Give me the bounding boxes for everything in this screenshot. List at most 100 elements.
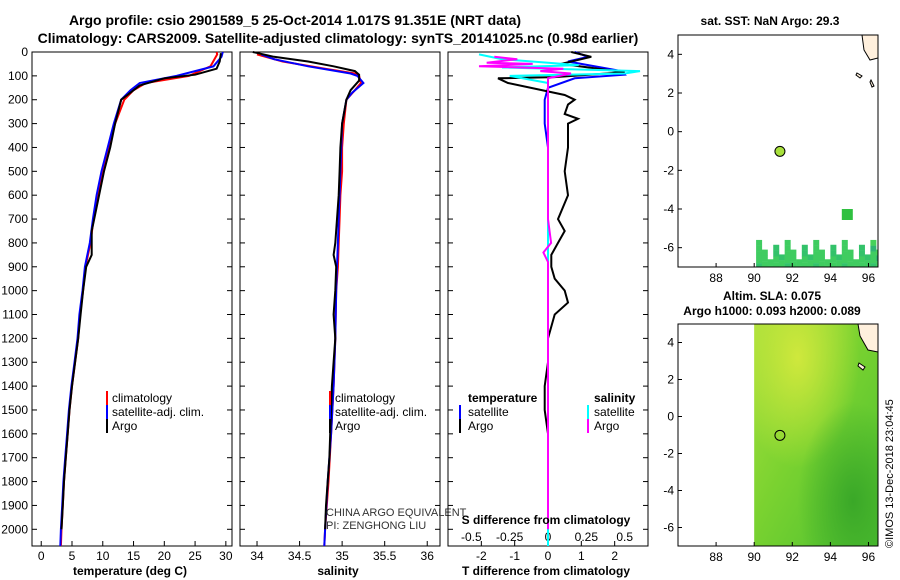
sst-cell bbox=[853, 259, 860, 266]
sst-cell bbox=[818, 249, 825, 256]
sst-cell bbox=[870, 245, 877, 252]
lat-tick-label: -6 bbox=[663, 521, 674, 535]
sst-cell bbox=[870, 239, 877, 246]
lat-tick-label: 2 bbox=[667, 373, 674, 387]
sst-cell bbox=[841, 251, 848, 258]
lon-tick-label: 92 bbox=[786, 271, 800, 285]
salinity-series bbox=[252, 51, 365, 547]
x-tick-label: 10 bbox=[96, 549, 110, 563]
legend-label-argo: Argo bbox=[112, 419, 138, 433]
sst-cell bbox=[801, 256, 808, 263]
lon-tick-label: 88 bbox=[709, 271, 723, 285]
legend-label-t-satellite: satellite bbox=[468, 405, 509, 419]
depth-tick-label: 2000 bbox=[1, 522, 28, 536]
land-island bbox=[857, 362, 866, 371]
sst-cell bbox=[801, 244, 808, 251]
series-salinity-argo bbox=[478, 55, 572, 530]
depth-tick-label: 1600 bbox=[1, 427, 28, 441]
sst-cell bbox=[762, 267, 768, 273]
x-tick-label: 20 bbox=[158, 549, 172, 563]
sla-low-anomaly bbox=[754, 324, 878, 546]
sst-cell bbox=[870, 251, 877, 258]
x-tick-label: -2 bbox=[476, 549, 487, 563]
x-tick-label: 2 bbox=[611, 549, 618, 563]
x-tick-label: 1 bbox=[578, 549, 585, 563]
lon-tick-label: 90 bbox=[748, 550, 762, 564]
sst-cell bbox=[756, 263, 763, 267]
depth-tick-label: 900 bbox=[8, 260, 28, 274]
legend-heading-salinity: salinity bbox=[594, 391, 636, 405]
sst-cell bbox=[813, 251, 820, 258]
legend-label-argo: Argo bbox=[335, 419, 361, 433]
s-difference-label: S difference from climatology bbox=[462, 513, 631, 527]
sst-cell bbox=[818, 261, 825, 267]
x-tick-label: 25 bbox=[188, 549, 202, 563]
sst-cell bbox=[756, 245, 763, 252]
sst-cell bbox=[767, 259, 774, 266]
lat-tick-label: 0 bbox=[667, 125, 674, 139]
temperature-panel: 0100200300400500600700800900100011001200… bbox=[1, 45, 233, 578]
temperature-difference-legend: temperature satellite Argo bbox=[459, 391, 538, 433]
sst-cell bbox=[784, 263, 791, 267]
depth-tick-label: 1300 bbox=[1, 355, 28, 369]
sst-cell bbox=[807, 254, 814, 261]
series-satellite-adj-clim- bbox=[260, 53, 365, 547]
sst-cell bbox=[847, 249, 854, 256]
sst-cell bbox=[876, 255, 878, 262]
sst-cell bbox=[870, 257, 877, 264]
sst-cell bbox=[778, 254, 785, 261]
s-tick-label: -0.5 bbox=[461, 530, 482, 544]
sst-cell bbox=[790, 261, 797, 267]
sla-map-title-line-2: Argo h1000: 0.093 h2000: 0.089 bbox=[683, 304, 861, 318]
sst-cell bbox=[876, 249, 878, 256]
sst-cell bbox=[836, 254, 843, 261]
depth-tick-label: 1500 bbox=[1, 403, 28, 417]
depth-tick-label: 700 bbox=[8, 212, 28, 226]
sst-cell bbox=[830, 244, 837, 251]
t-difference-x-label: T difference from climatology bbox=[462, 564, 630, 578]
sst-cell bbox=[818, 255, 825, 262]
sst-cell bbox=[790, 255, 797, 262]
depth-tick-label: 1100 bbox=[2, 308, 28, 322]
sst-cell bbox=[841, 245, 848, 252]
sst-map-axes: 88 90 92 94 96 4 2 0 -2 -4 -6 bbox=[663, 47, 875, 285]
sst-cell bbox=[790, 249, 797, 256]
sst-cell bbox=[813, 239, 820, 246]
difference-series bbox=[478, 51, 641, 546]
series-argo bbox=[60, 53, 222, 530]
sst-map-title: sat. SST: NaN Argo: 29.3 bbox=[701, 14, 840, 28]
sst-cell bbox=[847, 261, 854, 267]
series-temperature-satellite bbox=[543, 51, 627, 546]
sst-cell bbox=[767, 265, 774, 267]
temperature-legend: climatology satellite-adj. clim. Argo bbox=[106, 391, 204, 433]
sst-cell bbox=[870, 263, 877, 267]
sst-cell bbox=[836, 260, 843, 267]
depth-tick-label: 1200 bbox=[1, 331, 28, 345]
sla-map-frame bbox=[677, 323, 879, 547]
temperature-plot-frame bbox=[31, 51, 233, 547]
depth-tick-label: 1900 bbox=[1, 498, 28, 512]
land-island bbox=[855, 72, 863, 79]
depth-tick-label: 200 bbox=[8, 93, 28, 107]
s-tick-label: -0.25 bbox=[496, 530, 524, 544]
sla-map-title-line-1: Altim. SLA: 0.075 bbox=[723, 289, 821, 303]
lon-tick-label: 96 bbox=[862, 550, 876, 564]
lat-tick-label: -4 bbox=[663, 484, 674, 498]
land-sumatra bbox=[857, 324, 878, 353]
lat-tick-label: -2 bbox=[663, 447, 674, 461]
sst-map-panel: sat. SST: NaN Argo: 29.3 bbox=[663, 14, 879, 285]
lon-tick-label: 96 bbox=[862, 271, 876, 285]
salinity-difference-legend: salinity satellite Argo bbox=[587, 391, 636, 433]
lon-tick-label: 92 bbox=[786, 550, 800, 564]
sst-cell bbox=[784, 239, 791, 246]
depth-tick-label: 1800 bbox=[1, 475, 28, 489]
lat-tick-label: -6 bbox=[663, 241, 674, 255]
depth-tick-label: 800 bbox=[8, 236, 28, 250]
series-climatology bbox=[256, 53, 362, 547]
s-tick-label: 0.25 bbox=[575, 530, 599, 544]
sst-cell bbox=[824, 265, 831, 267]
x-tick-label: 36 bbox=[421, 549, 435, 563]
land-island bbox=[869, 78, 875, 88]
sst-cells bbox=[756, 209, 878, 273]
sst-cell bbox=[761, 261, 768, 267]
